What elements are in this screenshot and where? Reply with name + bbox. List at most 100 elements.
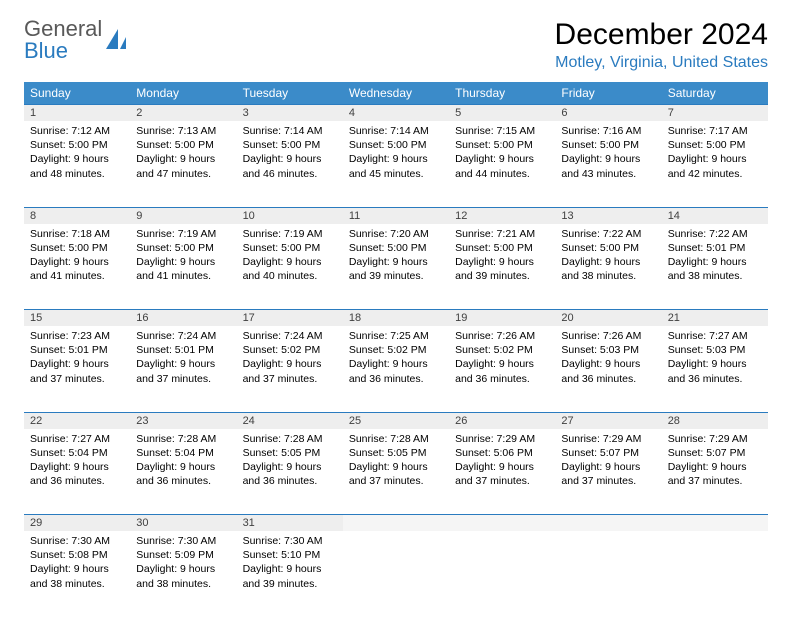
daylight-text: Daylight: 9 hours <box>668 460 762 474</box>
sunset-text: Sunset: 5:00 PM <box>561 138 655 152</box>
daylight-text: and 36 minutes. <box>561 372 655 386</box>
day-cell: Sunrise: 7:13 AMSunset: 5:00 PMDaylight:… <box>130 121 236 207</box>
day-number: 4 <box>343 105 449 122</box>
day-info-row: Sunrise: 7:30 AMSunset: 5:08 PMDaylight:… <box>24 531 768 617</box>
daylight-text: Daylight: 9 hours <box>136 357 230 371</box>
day-number: 21 <box>662 310 768 327</box>
day-number: 20 <box>555 310 661 327</box>
daylight-text: Daylight: 9 hours <box>243 152 337 166</box>
day-cell: Sunrise: 7:19 AMSunset: 5:00 PMDaylight:… <box>130 224 236 310</box>
sunset-text: Sunset: 5:00 PM <box>455 138 549 152</box>
daylight-text: Daylight: 9 hours <box>30 152 124 166</box>
sunset-text: Sunset: 5:00 PM <box>243 241 337 255</box>
sunrise-text: Sunrise: 7:28 AM <box>349 432 443 446</box>
sunset-text: Sunset: 5:07 PM <box>561 446 655 460</box>
daylight-text: and 36 minutes. <box>136 474 230 488</box>
daylight-text: Daylight: 9 hours <box>455 357 549 371</box>
sunset-text: Sunset: 5:04 PM <box>30 446 124 460</box>
sunset-text: Sunset: 5:00 PM <box>349 241 443 255</box>
daylight-text: Daylight: 9 hours <box>30 460 124 474</box>
day-number: 30 <box>130 515 236 532</box>
daylight-text: and 38 minutes. <box>136 577 230 591</box>
daylight-text: Daylight: 9 hours <box>349 357 443 371</box>
sunset-text: Sunset: 5:01 PM <box>30 343 124 357</box>
day-number: 6 <box>555 105 661 122</box>
sunset-text: Sunset: 5:04 PM <box>136 446 230 460</box>
day-number-row: 293031 <box>24 515 768 532</box>
header: General Blue December 2024 Motley, Virgi… <box>24 18 768 72</box>
day-number: 18 <box>343 310 449 327</box>
daylight-text: and 37 minutes. <box>30 372 124 386</box>
sunrise-text: Sunrise: 7:24 AM <box>136 329 230 343</box>
daylight-text: Daylight: 9 hours <box>455 152 549 166</box>
day-number: 19 <box>449 310 555 327</box>
sunset-text: Sunset: 5:00 PM <box>136 138 230 152</box>
sunrise-text: Sunrise: 7:25 AM <box>349 329 443 343</box>
day-cell: Sunrise: 7:17 AMSunset: 5:00 PMDaylight:… <box>662 121 768 207</box>
day-number-row: 15161718192021 <box>24 310 768 327</box>
daylight-text: Daylight: 9 hours <box>243 460 337 474</box>
sunrise-text: Sunrise: 7:22 AM <box>668 227 762 241</box>
sunset-text: Sunset: 5:02 PM <box>349 343 443 357</box>
sunrise-text: Sunrise: 7:14 AM <box>349 124 443 138</box>
sunset-text: Sunset: 5:03 PM <box>668 343 762 357</box>
daylight-text: and 36 minutes. <box>455 372 549 386</box>
day-number-row: 1234567 <box>24 105 768 122</box>
daylight-text: and 37 minutes. <box>561 474 655 488</box>
day-cell: Sunrise: 7:30 AMSunset: 5:09 PMDaylight:… <box>130 531 236 617</box>
day-cell: Sunrise: 7:25 AMSunset: 5:02 PMDaylight:… <box>343 326 449 412</box>
day-number: 1 <box>24 105 130 122</box>
calendar-table: Sunday Monday Tuesday Wednesday Thursday… <box>24 82 768 617</box>
day-cell: Sunrise: 7:12 AMSunset: 5:00 PMDaylight:… <box>24 121 130 207</box>
daylight-text: Daylight: 9 hours <box>349 460 443 474</box>
day-header: Saturday <box>662 82 768 105</box>
day-number: 5 <box>449 105 555 122</box>
day-cell: Sunrise: 7:27 AMSunset: 5:04 PMDaylight:… <box>24 429 130 515</box>
sunrise-text: Sunrise: 7:23 AM <box>30 329 124 343</box>
daylight-text: and 37 minutes. <box>136 372 230 386</box>
daylight-text: Daylight: 9 hours <box>30 562 124 576</box>
daylight-text: Daylight: 9 hours <box>349 255 443 269</box>
daylight-text: and 36 minutes. <box>668 372 762 386</box>
daylight-text: and 45 minutes. <box>349 167 443 181</box>
sunset-text: Sunset: 5:07 PM <box>668 446 762 460</box>
day-number: 29 <box>24 515 130 532</box>
day-number: 13 <box>555 207 661 224</box>
day-cell: Sunrise: 7:18 AMSunset: 5:00 PMDaylight:… <box>24 224 130 310</box>
sunrise-text: Sunrise: 7:27 AM <box>668 329 762 343</box>
logo: General Blue <box>24 18 128 62</box>
daylight-text: Daylight: 9 hours <box>561 460 655 474</box>
day-number-row: 891011121314 <box>24 207 768 224</box>
empty-cell <box>449 515 555 532</box>
day-cell: Sunrise: 7:24 AMSunset: 5:02 PMDaylight:… <box>237 326 343 412</box>
day-number: 17 <box>237 310 343 327</box>
sunrise-text: Sunrise: 7:14 AM <box>243 124 337 138</box>
daylight-text: and 37 minutes. <box>243 372 337 386</box>
sunset-text: Sunset: 5:08 PM <box>30 548 124 562</box>
sunrise-text: Sunrise: 7:20 AM <box>349 227 443 241</box>
day-cell: Sunrise: 7:22 AMSunset: 5:01 PMDaylight:… <box>662 224 768 310</box>
sunset-text: Sunset: 5:01 PM <box>136 343 230 357</box>
sunset-text: Sunset: 5:00 PM <box>30 138 124 152</box>
day-cell: Sunrise: 7:28 AMSunset: 5:05 PMDaylight:… <box>237 429 343 515</box>
day-cell: Sunrise: 7:30 AMSunset: 5:10 PMDaylight:… <box>237 531 343 617</box>
daylight-text: Daylight: 9 hours <box>455 460 549 474</box>
day-cell: Sunrise: 7:14 AMSunset: 5:00 PMDaylight:… <box>237 121 343 207</box>
sunset-text: Sunset: 5:02 PM <box>455 343 549 357</box>
daylight-text: and 37 minutes. <box>668 474 762 488</box>
sunrise-text: Sunrise: 7:19 AM <box>243 227 337 241</box>
sunrise-text: Sunrise: 7:28 AM <box>136 432 230 446</box>
sunset-text: Sunset: 5:05 PM <box>243 446 337 460</box>
sunrise-text: Sunrise: 7:17 AM <box>668 124 762 138</box>
sunset-text: Sunset: 5:09 PM <box>136 548 230 562</box>
daylight-text: and 43 minutes. <box>561 167 655 181</box>
daylight-text: and 38 minutes. <box>561 269 655 283</box>
day-cell: Sunrise: 7:15 AMSunset: 5:00 PMDaylight:… <box>449 121 555 207</box>
daylight-text: and 38 minutes. <box>668 269 762 283</box>
daylight-text: and 36 minutes. <box>30 474 124 488</box>
day-number: 31 <box>237 515 343 532</box>
day-number: 24 <box>237 412 343 429</box>
day-header: Sunday <box>24 82 130 105</box>
sunset-text: Sunset: 5:02 PM <box>243 343 337 357</box>
empty-cell <box>449 531 555 617</box>
